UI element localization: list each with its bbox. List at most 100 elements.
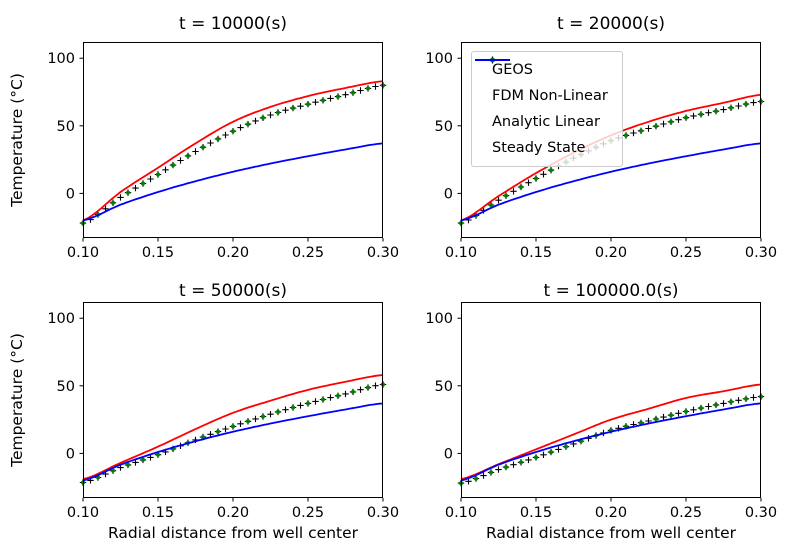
series-markers-fdm-non-linear — [458, 394, 764, 486]
x-tick-label: 0.25 — [292, 505, 324, 521]
data-point-dot — [563, 444, 569, 449]
y-tick-label: 50 — [435, 379, 453, 395]
data-point-dot — [365, 385, 371, 390]
x-tick-label: 0.25 — [670, 505, 702, 521]
data-point-dot — [320, 98, 326, 103]
data-point-dot — [305, 401, 311, 406]
data-point-dot — [503, 193, 509, 198]
y-tick-label: 100 — [425, 311, 453, 327]
data-point-dot — [110, 468, 116, 473]
y-tick-label: 50 — [57, 379, 75, 395]
data-point-dot — [743, 102, 749, 107]
legend-label: FDM Non-Linear — [492, 88, 608, 104]
plot-area-t-100000: 0.10 0.15 0.20 0.25 0.30 0 50 100 — [425, 302, 777, 521]
data-point-dot — [140, 181, 146, 186]
legend-entry-fdm-non-linear: FDM Non-Linear — [480, 57, 608, 109]
data-point-dot — [200, 145, 206, 150]
x-tick-label: 0.20 — [595, 505, 627, 521]
plot-border — [83, 42, 383, 238]
data-point-dot — [290, 405, 296, 410]
subplot-title: t = 50000(s) — [179, 281, 287, 301]
series-markers-geos — [79, 381, 387, 486]
data-point-dot — [548, 450, 554, 455]
data-point-dot — [743, 396, 749, 401]
series-line-steady-state — [460, 142, 762, 222]
series-markers-fdm-non-linear — [80, 382, 386, 485]
data-point-dot — [668, 119, 674, 124]
data-point-dot — [305, 102, 311, 107]
data-point-dot — [713, 109, 719, 114]
y-tick-label: 0 — [444, 186, 453, 202]
data-point-dot — [638, 420, 644, 425]
data-point-dot — [713, 402, 719, 407]
data-point-dot — [728, 105, 734, 110]
data-point-dot — [185, 153, 191, 158]
x-axis-label: Radial distance from well center — [107, 524, 359, 542]
data-point-dot — [335, 393, 341, 398]
series-markers-geos — [79, 82, 387, 227]
plot-area-t-10000: 0.10 0.15 0.20 0.25 0.30 0 50 100 — [47, 42, 399, 261]
data-point-dot — [638, 128, 644, 133]
data-point-dot — [653, 124, 659, 129]
y-tick-label: 50 — [435, 119, 453, 135]
x-tick-label: 0.20 — [217, 505, 249, 521]
data-point-dot — [140, 457, 146, 462]
x-tick-label: 0.10 — [445, 245, 477, 261]
data-point-dot — [350, 389, 356, 394]
legend-label: Analytic Linear — [492, 114, 600, 130]
x-tick-label: 0.10 — [67, 505, 99, 521]
subplot-t-10000: t = 10000(s) Temperature (°C) 0.10 0.15 0.… — [0, 0, 400, 280]
x-axis-label: Radial distance from well center — [485, 524, 737, 542]
series-markers-fdm-non-linear — [80, 83, 386, 226]
data-point-dot — [533, 455, 539, 460]
data-point-dot — [698, 406, 704, 411]
x-tick-label: 0.10 — [445, 505, 477, 521]
x-tick-label: 0.15 — [142, 505, 174, 521]
subplot-title: t = 20000(s) — [557, 14, 665, 34]
data-point-dot — [698, 112, 704, 117]
subplot-title: t = 100000.0(s) — [543, 281, 679, 301]
legend-entry-analytic-linear: Analytic Linear — [475, 59, 608, 135]
x-tick-label: 0.30 — [745, 245, 777, 261]
data-point-dot — [488, 202, 494, 208]
subplot-t-50000: t = 50000(s) Temperature (°C) 0.10 0.15 0.… — [0, 280, 400, 560]
data-point-dot — [623, 133, 629, 138]
x-tick-label: 0.15 — [520, 245, 552, 261]
x-tick-label: 0.30 — [367, 245, 399, 261]
data-point-dot — [215, 429, 221, 434]
data-point-dot — [125, 462, 131, 467]
legend-label: GEOS — [492, 62, 534, 78]
data-point-dot — [260, 414, 266, 419]
blue-line-icon — [475, 59, 510, 61]
series-line-analytic-linear — [82, 80, 384, 222]
data-point-dot — [728, 399, 734, 404]
series-line-steady-state — [82, 402, 384, 482]
data-point-dot — [230, 424, 236, 429]
data-point-dot — [653, 416, 659, 422]
legend-label: Steady State — [492, 140, 586, 156]
y-tick-label: 0 — [444, 446, 453, 462]
data-point-dot — [365, 86, 371, 91]
x-tick-label: 0.15 — [520, 505, 552, 521]
plot-border — [83, 302, 383, 498]
x-tick-label: 0.25 — [670, 245, 702, 261]
data-point-dot — [548, 168, 554, 173]
series-line-analytic-linear — [82, 374, 384, 480]
data-point-dot — [245, 419, 251, 424]
plot-border — [461, 302, 761, 498]
data-point-dot — [170, 163, 176, 168]
legend-entry-steady-state: Steady State — [475, 59, 608, 161]
y-tick-label: 100 — [425, 51, 453, 67]
data-point-dot — [335, 94, 341, 99]
data-point-dot — [230, 129, 236, 134]
data-point-dot — [110, 200, 116, 205]
y-tick-label: 100 — [47, 311, 75, 327]
x-tick-label: 0.30 — [367, 505, 399, 521]
data-point-dot — [488, 470, 494, 475]
x-tick-label: 0.10 — [67, 245, 99, 261]
data-point-dot — [245, 122, 251, 127]
data-point-dot — [155, 452, 161, 457]
data-point-dot — [668, 413, 674, 418]
data-point-dot — [503, 465, 509, 470]
